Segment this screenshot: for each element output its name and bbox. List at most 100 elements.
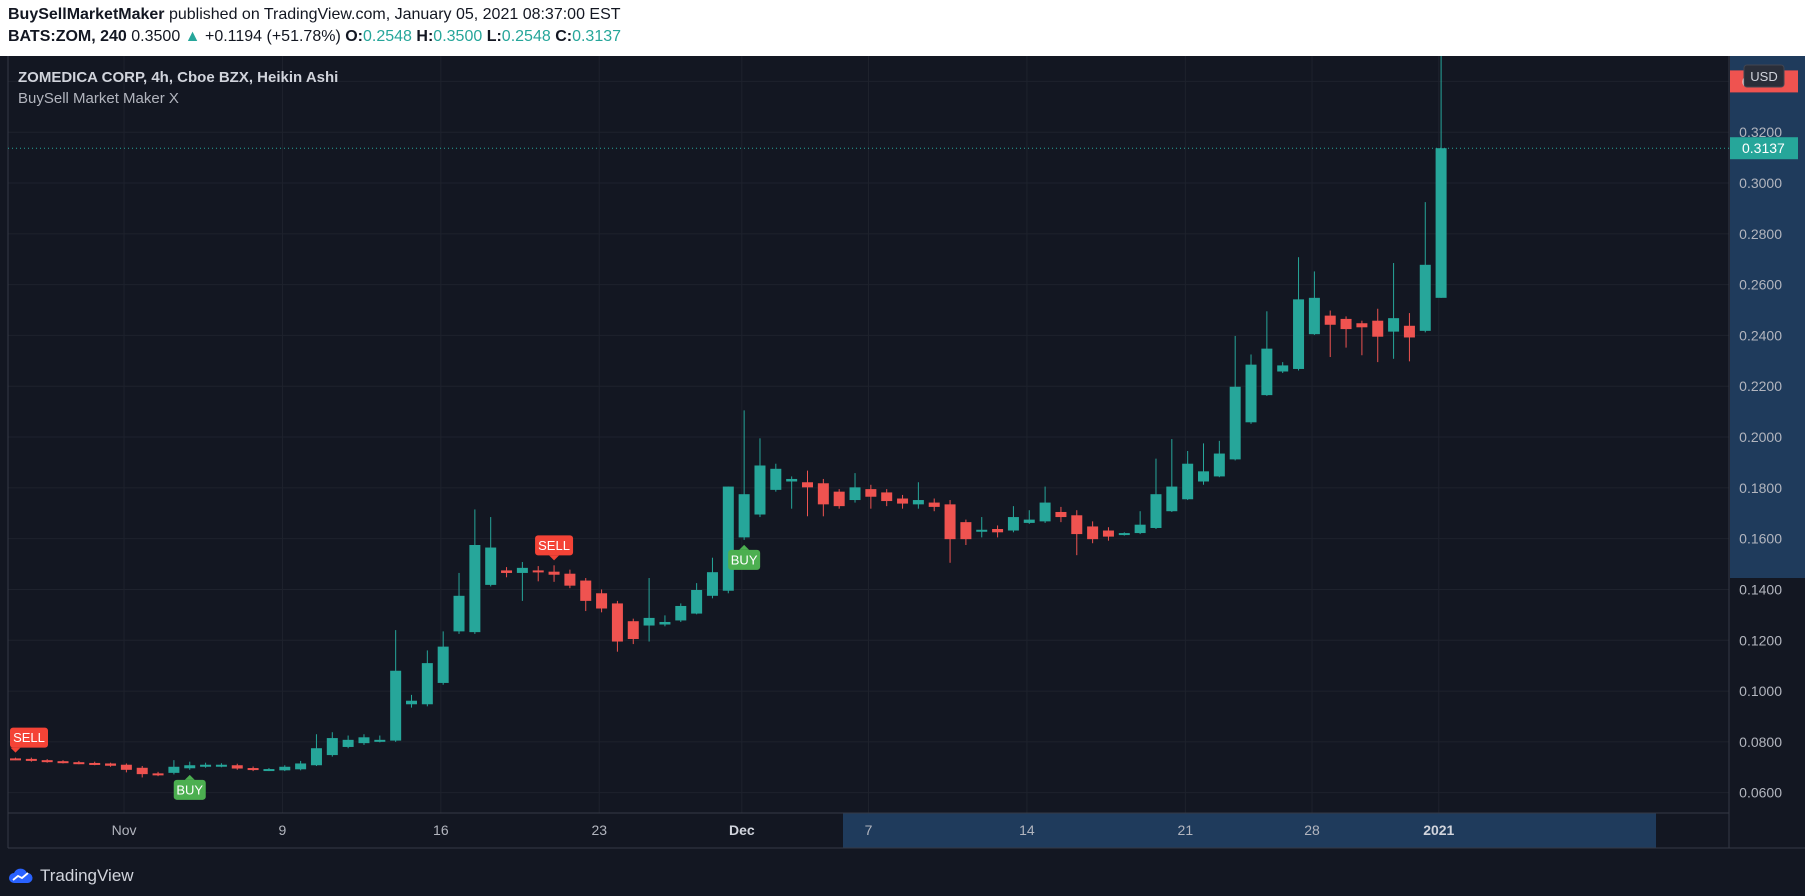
candle [1023, 510, 1035, 524]
candle [1308, 271, 1320, 335]
signal-pointer [10, 747, 21, 753]
chart-area[interactable]: SELL BUY SELL BUY 0.0600 0.0800 0.1000 0.1200 0… [0, 56, 1805, 896]
candle [992, 525, 1004, 538]
candle-body [1372, 320, 1384, 337]
time-axis-label: Dec [729, 822, 755, 838]
signal-label: BUY [176, 782, 203, 797]
candle [10, 757, 21, 761]
candle-body [611, 603, 623, 642]
candle-body [168, 766, 180, 773]
currency-button[interactable]: USD [1743, 64, 1785, 88]
price-axis-label: 0.1000 [1739, 683, 1782, 699]
low-label: L: [486, 28, 502, 45]
candle-body [469, 545, 481, 633]
candle [358, 734, 370, 745]
candle-body [1293, 299, 1305, 369]
candle [342, 735, 354, 749]
currency-label: USD [1750, 69, 1777, 84]
candle-body [881, 492, 893, 502]
candle [770, 463, 782, 492]
candle-body [580, 580, 592, 601]
publish-header: BuySellMarketMaker published on TradingV… [0, 0, 1805, 56]
candle [960, 519, 972, 546]
time-axis[interactable]: Nov 9 16 23 Dec 7 14 21 28 2021 [112, 822, 1455, 838]
candle [279, 765, 291, 772]
change-arrow-icon: ▲ [184, 28, 201, 45]
candle [421, 650, 433, 707]
candle-body [833, 491, 845, 507]
candle-body [247, 768, 259, 771]
candle [1166, 439, 1178, 512]
candle [73, 760, 85, 765]
candle-body [1102, 530, 1114, 537]
candle-body [57, 761, 69, 764]
candle [231, 763, 243, 770]
price-axis-label: 0.3200 [1739, 124, 1782, 140]
candle [786, 476, 798, 509]
high-value: 0.3500 [433, 28, 483, 45]
candle [263, 768, 275, 772]
candle [532, 566, 544, 582]
price-axis-label: 0.2600 [1739, 277, 1782, 293]
candle-body [1118, 533, 1130, 536]
candle [1293, 257, 1305, 371]
candle [516, 562, 528, 601]
tradingview-logo[interactable]: TradingView [8, 866, 134, 886]
price-axis-label: 0.2400 [1739, 327, 1782, 343]
candle-body [184, 765, 196, 769]
candle-body [960, 522, 972, 540]
candle [802, 470, 813, 517]
candle [817, 478, 829, 517]
candle-body [10, 758, 21, 761]
price-axis-label: 0.1600 [1739, 531, 1782, 547]
candle-body [976, 529, 988, 532]
candle [326, 732, 338, 757]
candle [168, 760, 180, 775]
chart-background [0, 56, 1805, 896]
candle [912, 482, 924, 509]
sell-signal: SELL [10, 727, 48, 753]
candle [1277, 362, 1289, 374]
candle-body [1435, 148, 1447, 298]
candle [1213, 440, 1225, 478]
candle [706, 557, 718, 599]
candle-body [485, 547, 497, 585]
candle [897, 494, 909, 509]
candle [691, 583, 703, 615]
open-label: O: [345, 28, 364, 45]
sell-signal: SELL [535, 535, 574, 561]
candle-body [1087, 526, 1099, 540]
candle-body [89, 762, 101, 765]
author-name[interactable]: BuySellMarketMaker [8, 6, 165, 23]
candle [928, 498, 940, 512]
publish-info: BuySellMarketMaker published on TradingV… [8, 6, 621, 24]
signal-badge [728, 549, 761, 570]
candle [865, 484, 877, 509]
close-price-tag-text: 0.3137 [1742, 140, 1785, 156]
currency-button-bg [1743, 64, 1785, 88]
candle-body [200, 764, 212, 767]
candle [754, 438, 766, 518]
chart-title: ZOMEDICA CORP, 4h, Cboe BZX, Heikin Ashi [18, 69, 338, 86]
candle-body [1356, 323, 1368, 328]
candle [1007, 506, 1019, 533]
candle-body [1039, 502, 1051, 522]
candle [453, 572, 465, 634]
signal-badge [535, 535, 574, 556]
candle-body [675, 605, 687, 621]
candle [881, 489, 893, 507]
ohlc-info: BATS:ZOM, 240 0.3500 ▲ +0.1194 (+51.78%)… [8, 28, 621, 46]
price-axis[interactable]: 0.0600 0.0800 0.1000 0.1200 0.1400 0.1600 0.18… [1739, 73, 1782, 800]
candle-body [105, 763, 117, 766]
candle-body [1340, 318, 1352, 330]
candle-body [1308, 297, 1320, 335]
candle-body [25, 758, 37, 761]
time-axis-label: Nov [112, 822, 137, 838]
candle-body [1245, 364, 1257, 423]
candle [152, 771, 164, 777]
indicator-name: BuySell Market Maker X [18, 90, 179, 107]
candle-body [390, 670, 402, 741]
candle-body [310, 748, 322, 766]
candle [675, 603, 687, 622]
